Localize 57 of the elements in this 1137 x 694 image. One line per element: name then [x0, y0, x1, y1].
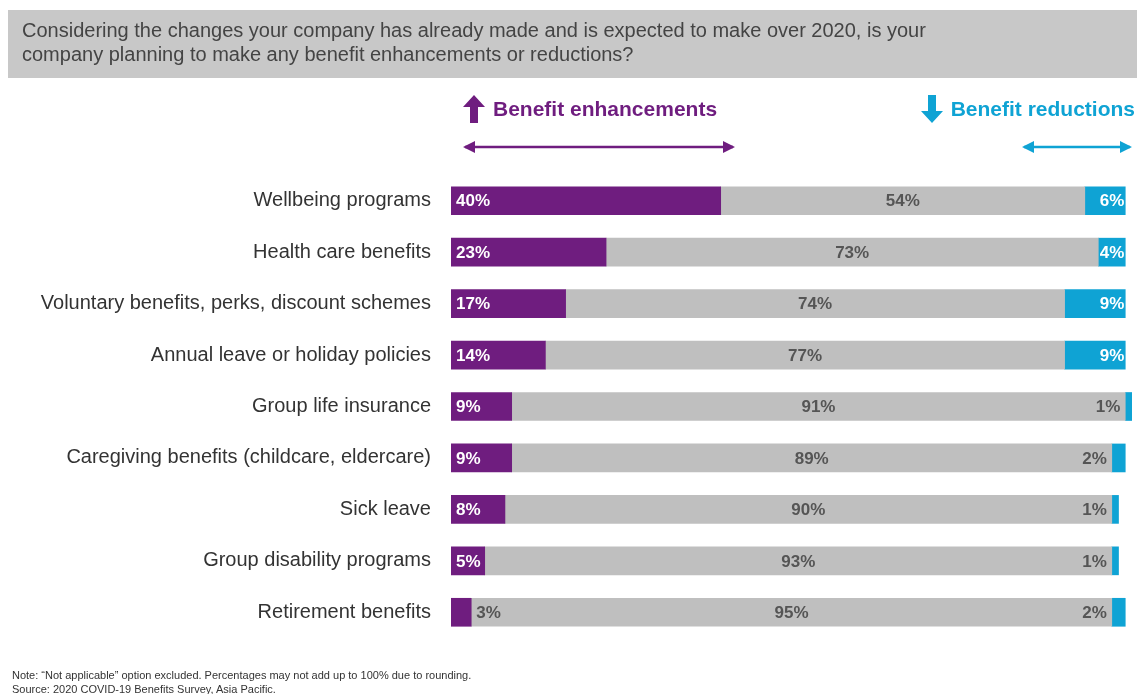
- legend-label: Benefit reductions: [950, 97, 1135, 121]
- y-tick-label: Annual leave or holiday policies: [150, 342, 431, 365]
- data-label: 17%: [456, 294, 491, 314]
- data-label: 95%: [774, 602, 809, 622]
- data-label: 54%: [885, 191, 920, 211]
- bar: [451, 289, 566, 318]
- y-tick-label: Group disability programs: [203, 548, 431, 571]
- data-label: 2%: [1082, 448, 1107, 468]
- data-label: 73%: [835, 242, 870, 262]
- bar: [511, 443, 1113, 473]
- data-label: 3%: [476, 602, 501, 622]
- data-label: 6%: [1099, 191, 1125, 211]
- y-tick-label: Voluntary benefits, perks, discount schemes: [40, 291, 431, 314]
- data-label: 5%: [456, 551, 481, 571]
- text: Note: “Not applicable” option excluded. Percentages may not add up to 100% due to rounding.: [12, 668, 472, 682]
- data-label: 1%: [1082, 500, 1107, 520]
- chart-title: Considering the changes your company has already made and is expected to make over 2020, is your company planning to make any benefit enhancements or reductions?: [8, 10, 1137, 78]
- data-label: 8%: [456, 500, 481, 520]
- data-label: 74%: [798, 294, 833, 314]
- y-tick-label: Wellbeing programs: [253, 188, 431, 211]
- bar: [1111, 546, 1119, 576]
- bar: [565, 289, 1065, 318]
- data-label: 1%: [1095, 397, 1121, 417]
- bar: [511, 392, 1126, 421]
- bar: [1111, 495, 1119, 524]
- data-label: 9%: [456, 448, 481, 468]
- data-label: 4%: [1099, 242, 1125, 262]
- data-label: 90%: [791, 500, 826, 520]
- bar: [605, 237, 1099, 267]
- bar: [484, 546, 1113, 576]
- data-label: 14%: [456, 345, 491, 365]
- bar: [451, 597, 472, 627]
- data-label: 40%: [456, 191, 491, 211]
- data-label: 89%: [794, 448, 829, 468]
- y-tick-label: Health care benefits: [253, 239, 431, 262]
- data-label: 2%: [1082, 602, 1107, 622]
- bar: [451, 186, 722, 216]
- y-tick-label: Caregiving benefits (childcare, eldercare): [66, 445, 431, 468]
- bar: [470, 597, 1113, 627]
- y-tick-label: Group life insurance: [252, 394, 431, 417]
- data-label: 9%: [1099, 345, 1125, 365]
- legend-label: Benefit enhancements: [493, 97, 718, 121]
- data-label: 9%: [456, 397, 481, 417]
- bar: [1111, 597, 1126, 627]
- y-tick-label: Sick leave: [339, 496, 431, 519]
- bar: [1111, 443, 1126, 473]
- bar: [504, 495, 1113, 524]
- data-label: 9%: [1099, 294, 1125, 314]
- data-label: 77%: [787, 345, 822, 365]
- bar: [545, 340, 1065, 370]
- y-tick-label: Retirement benefits: [257, 599, 431, 622]
- data-label: 1%: [1082, 551, 1107, 571]
- data-label: 23%: [456, 242, 491, 262]
- bar: [451, 237, 607, 267]
- data-label: 93%: [781, 551, 816, 571]
- bar: [720, 186, 1086, 216]
- data-label: 91%: [801, 397, 836, 417]
